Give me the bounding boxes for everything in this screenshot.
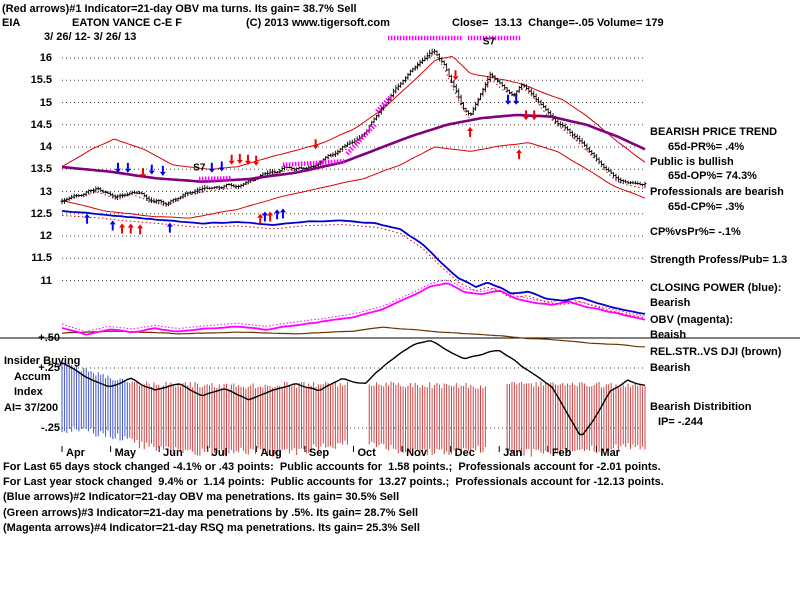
right-panel-line: Beaish	[650, 329, 687, 341]
signal-summary-red-arrows: (Red arrows)#1 Indicator=21-day OBV ma t…	[2, 3, 357, 15]
y-axis-price-label: 13.5	[30, 163, 52, 176]
right-panel-line: Public is bullish	[650, 156, 734, 168]
y-axis-lower-label: +.50	[38, 332, 60, 344]
x-axis-month-label: Jan	[503, 447, 523, 459]
left-panel-label: AI= 37/200	[4, 402, 59, 414]
x-axis-month-label: Nov	[406, 447, 427, 459]
footer-line-magenta-arrows: (Magenta arrows)#4 Indicator=21-day RSQ …	[3, 522, 420, 534]
right-panel-line: 65d-CP%= .3%	[668, 201, 745, 213]
x-axis-month-label: Apr	[66, 447, 85, 459]
y-axis-price-label: 11	[40, 274, 52, 287]
right-panel-line: OBV (magenta):	[650, 314, 734, 326]
right-panel-line: CP%vsPr%= -.1%	[650, 226, 741, 238]
y-axis-price-label: 13	[39, 185, 52, 198]
svg-text:S7: S7	[483, 37, 496, 48]
footer-line-green-arrows: (Green arrows)#3 Indicator=21-day ma pen…	[3, 507, 419, 519]
right-panel-line: Bearish Distribition	[650, 401, 752, 413]
x-axis-month-label: May	[114, 447, 136, 459]
right-panel-line: Bearish	[650, 362, 691, 374]
ticker-symbol: EIA	[2, 17, 21, 29]
footer-line-year: For Last year stock changed 9.4% or 1.14…	[3, 476, 664, 488]
right-panel-line: IP= -.244	[658, 416, 703, 428]
y-axis-price-label: 14	[39, 141, 52, 153]
footer-line-65day: For Last 65 days stock changed -4.1% or …	[3, 461, 661, 473]
copyright-notice: (C) 2013 www.tigersoft.com	[246, 17, 390, 29]
y-axis-lower-label: +.25	[38, 362, 60, 374]
x-axis-month-label: Mar	[600, 447, 620, 459]
right-panel-line: Professionals are bearish	[650, 186, 784, 198]
right-panel-line: BEARISH PRICE TREND	[650, 126, 778, 138]
quote-summary: Close= 13.13 Change=-.05 Volume= 179	[452, 17, 664, 29]
right-panel-line: 65d-OP%= 74.3%	[668, 170, 757, 182]
x-axis-month-label: Jul	[211, 447, 228, 459]
right-panel-line: CLOSING POWER (blue):	[650, 282, 782, 294]
y-axis-price-label: 12.5	[30, 207, 52, 220]
left-panel-label: Accum	[14, 371, 51, 383]
y-axis-price-label: 16	[39, 52, 52, 64]
x-axis-month-label: Dec	[454, 447, 475, 459]
y-axis-price-label: 12	[39, 230, 52, 242]
x-axis-month-label: Feb	[551, 447, 572, 459]
y-axis-price-label: 15.5	[30, 74, 52, 87]
x-axis-month-label: Oct	[357, 447, 376, 459]
security-name: EATON VANCE C-E F	[72, 17, 183, 29]
right-panel-line: Bearish	[650, 297, 691, 309]
date-range: 3/ 26/ 12- 3/ 26/ 13	[44, 31, 137, 43]
y-axis-lower-label: -.25	[41, 422, 60, 434]
right-panel-line: 65d-PR%= .4%	[668, 141, 745, 153]
footer-line-blue-arrows: (Blue arrows)#2 Indicator=21-day OBV ma …	[3, 491, 400, 503]
svg-text:S7: S7	[193, 163, 206, 174]
x-axis-month-label: Sep	[308, 447, 330, 459]
left-panel-label: Insider Buying	[4, 355, 81, 367]
y-axis-price-label: 14.5	[30, 118, 52, 131]
y-axis-price-label: 15	[39, 96, 52, 109]
x-axis-month-label: Aug	[260, 447, 282, 459]
left-panel-label: Index	[14, 386, 43, 398]
y-axis-price-label: 11.5	[31, 252, 52, 265]
x-axis-month-label: Jun	[163, 447, 183, 459]
right-panel-line: REL.STR..VS DJI (brown)	[650, 346, 782, 358]
right-panel-line: Strength Profess/Pub= 1.3	[650, 254, 788, 266]
